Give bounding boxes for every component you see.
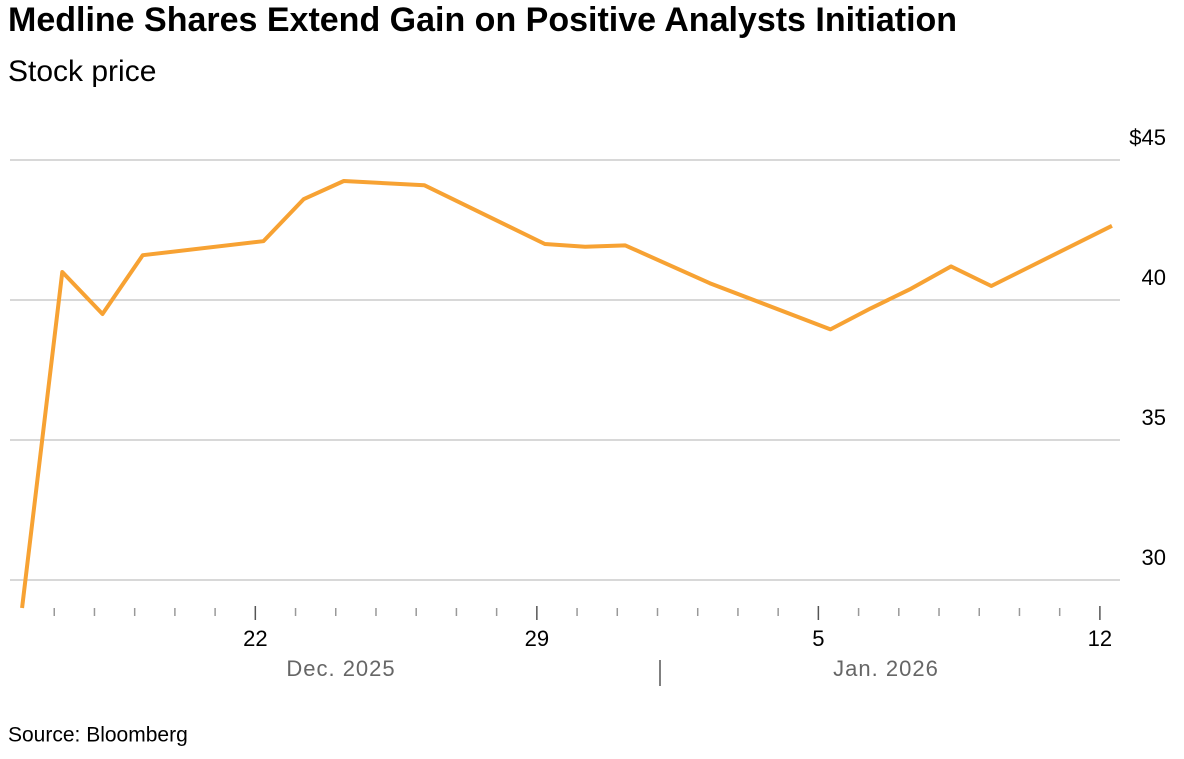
month-label: Jan. 2026 [833,656,939,681]
source: Source: Bloomberg [8,724,188,747]
chart-title: Medline Shares Extend Gain on Positive A… [8,1,957,39]
x-tick-label: 5 [812,626,824,651]
month-label: Dec. 2025 [286,656,395,681]
y-tick-label: $45 [1129,125,1166,150]
y-tick-label: 35 [1142,405,1166,430]
x-tick-label: 12 [1088,626,1112,651]
x-tick-label: 29 [525,626,549,651]
price-line [20,179,1113,609]
chart-subtitle: Stock price [8,55,156,88]
x-tick-label: 22 [243,626,267,651]
y-tick-label: 30 [1142,545,1166,570]
y-tick-label: 40 [1142,265,1166,290]
